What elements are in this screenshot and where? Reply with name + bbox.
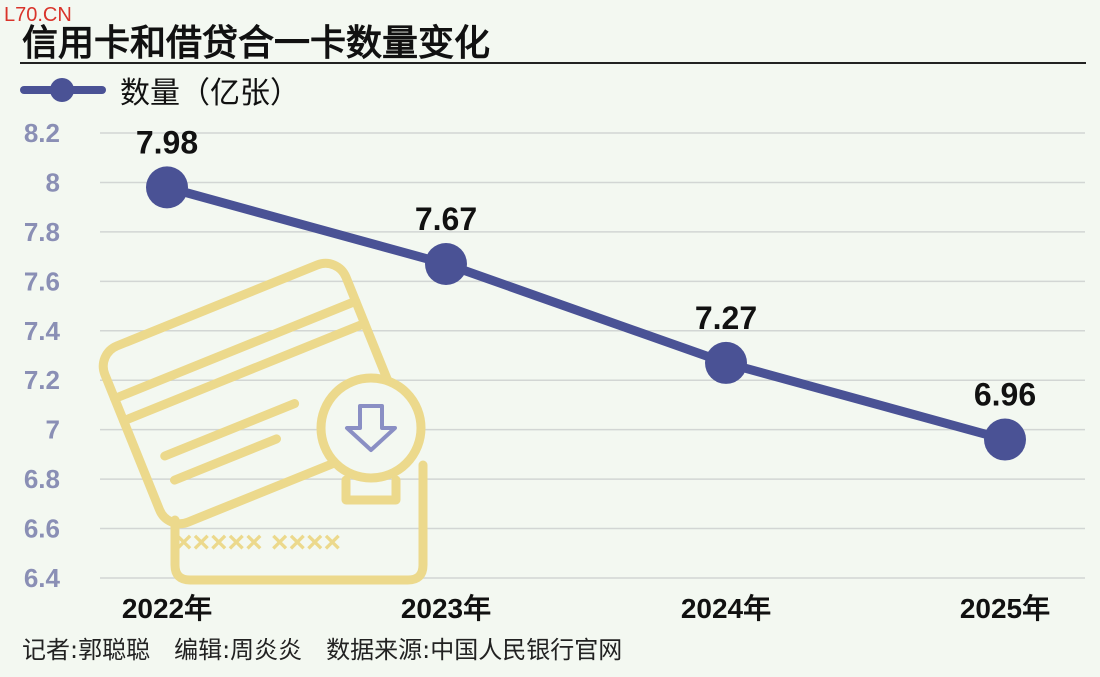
series-points bbox=[146, 166, 1026, 461]
watermark: L70.CN bbox=[4, 4, 72, 26]
data-labels: 7.98 7.67 7.27 6.96 bbox=[136, 124, 1036, 412]
data-point bbox=[425, 243, 467, 286]
down-arrow-icon bbox=[345, 404, 397, 452]
y-tick-label: 7.8 bbox=[24, 217, 60, 247]
y-axis-ticks: 6.4 6.6 6.8 7 7.2 7.4 7.6 7.8 8 8.2 bbox=[24, 118, 61, 593]
grid-lines bbox=[100, 132, 1085, 579]
y-tick-label: 8 bbox=[46, 167, 60, 197]
x-tick-label: 2022年 bbox=[122, 592, 212, 624]
x-tick-label: 2025年 bbox=[960, 592, 1050, 624]
data-point bbox=[984, 418, 1026, 461]
card-number-mask: ××××× ×××× bbox=[175, 526, 341, 559]
title-divider bbox=[20, 62, 1086, 64]
legend-swatch-icon bbox=[20, 70, 108, 110]
data-point bbox=[705, 341, 747, 384]
data-label: 7.67 bbox=[415, 201, 477, 237]
x-axis-ticks: 2022年 2023年 2024年 2025年 bbox=[122, 592, 1050, 624]
series-line bbox=[162, 182, 1010, 445]
y-tick-label: 7.2 bbox=[24, 365, 60, 395]
y-tick-label: 7 bbox=[46, 415, 60, 445]
y-tick-label: 7.4 bbox=[24, 316, 61, 346]
footer-credits: 记者:郭聪聪 编辑:周炎炎 数据来源:中国人民银行官网 bbox=[22, 636, 623, 664]
y-tick-label: 6.6 bbox=[24, 514, 60, 544]
y-tick-label: 6.4 bbox=[24, 563, 61, 593]
series-line-path bbox=[162, 182, 1010, 445]
data-label: 6.96 bbox=[974, 377, 1036, 413]
y-tick-label: 6.8 bbox=[24, 464, 60, 494]
y-tick-label: 8.2 bbox=[24, 118, 60, 148]
x-tick-label: 2024年 bbox=[681, 592, 771, 624]
x-tick-label: 2023年 bbox=[401, 592, 491, 624]
data-point bbox=[146, 166, 188, 209]
y-tick-label: 7.6 bbox=[24, 266, 60, 296]
legend: 数量（亿张） bbox=[20, 70, 300, 111]
chart-title: 信用卡和借贷合一卡数量变化 bbox=[22, 23, 491, 64]
legend-label: 数量（亿张） bbox=[120, 76, 300, 111]
data-label: 7.98 bbox=[136, 124, 198, 160]
data-label: 7.27 bbox=[695, 300, 757, 336]
credit-card-down-arrow-icon bbox=[98, 258, 428, 585]
